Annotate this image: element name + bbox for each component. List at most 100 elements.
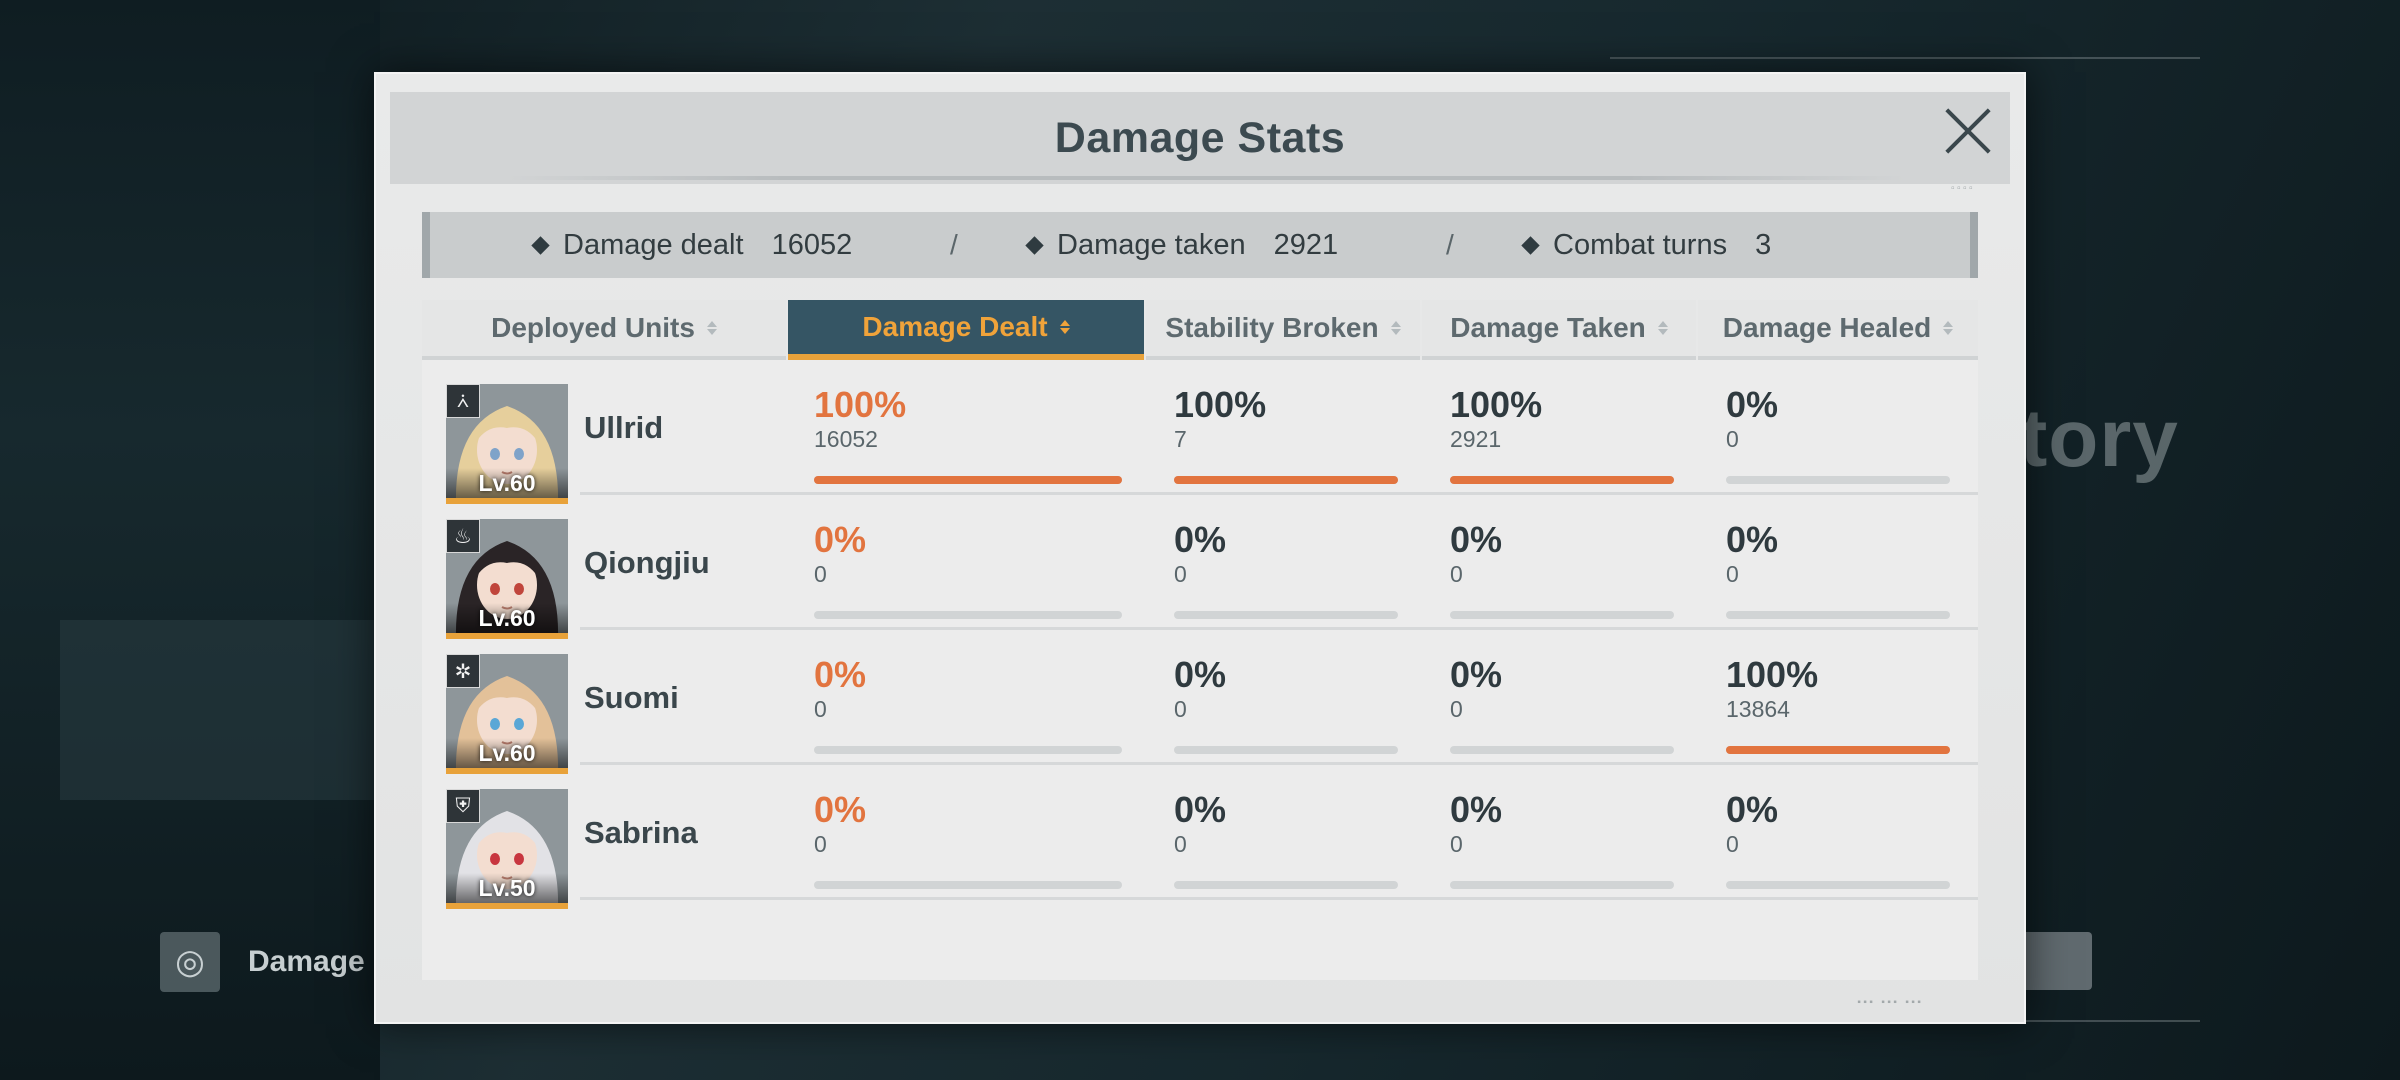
stat-percent: 0% [1174, 654, 1227, 695]
table-row: ✲ Lv.60 Suomi 0% 0 0% 0 0% 0 100% 13864 [422, 630, 1978, 774]
unit-portrait[interactable]: ♨ Lv.60 [446, 519, 568, 639]
stat-progress-bar [1726, 746, 1950, 754]
stat-value: 0 [1450, 561, 1463, 587]
stat-cell: 0% 0 [1450, 519, 1674, 619]
stat-cell: 0% 0 [814, 654, 1122, 754]
stat-percent: 100% [1726, 654, 1819, 695]
summary-separator: / [950, 229, 958, 260]
stat-percent: 0% [814, 789, 867, 830]
column-header-label: Deployed Units [491, 312, 695, 343]
stat-cell: 0% 0 [1450, 654, 1674, 754]
stat-percent: 0% [1450, 789, 1503, 830]
stat-percent: 0% [1726, 519, 1779, 560]
stat-progress-bar [1726, 611, 1950, 619]
sword-class-icon: ⩑ [446, 384, 480, 418]
stat-cell: 0% 0 [814, 789, 1122, 889]
stat-cell: 0% 0 [814, 519, 1122, 619]
summary-label: Damage taken [1057, 228, 1246, 261]
stat-progress-fill [1450, 476, 1674, 484]
stat-progress-bar [1174, 611, 1398, 619]
background-damage-button: ◎ Damage [160, 932, 380, 992]
stat-percent: 100% [1174, 384, 1267, 425]
background-victory-text: tory [2020, 393, 2179, 484]
decorative-tag: ▫▫▫▫ [1950, 184, 1975, 195]
stat-percent: 0% [1174, 789, 1227, 830]
stat-value: 16052 [814, 426, 878, 452]
stat-cell: 0% 0 [1174, 519, 1398, 619]
unit-portrait[interactable]: ⩑ Lv.60 [446, 384, 568, 504]
stat-progress-bar [1174, 746, 1398, 754]
stat-percent: 0% [814, 654, 867, 695]
stats-icon: ◎ [160, 932, 220, 992]
stat-cell: 100% 7 [1174, 384, 1398, 484]
sort-icon [1943, 321, 1954, 335]
unit-level: Lv.60 [446, 738, 568, 768]
row-divider [580, 492, 1978, 495]
stat-progress-bar [814, 746, 1122, 754]
column-header-deployed-units[interactable]: Deployed Units [422, 300, 786, 360]
sort-icon [1390, 321, 1401, 335]
stat-value: 0 [1174, 831, 1187, 857]
stat-progress-bar [814, 881, 1122, 889]
shield-class-icon: ⛨ [446, 789, 480, 823]
stat-cell: 100% 2921 [1450, 384, 1674, 484]
stat-cell: 100% 13864 [1726, 654, 1950, 754]
background-damage-label: Damage [248, 945, 365, 978]
column-header-damage-taken[interactable]: Damage Taken [1422, 300, 1696, 360]
summary-value: 3 [1755, 228, 1772, 261]
stat-progress-bar [814, 611, 1122, 619]
stat-percent: 0% [814, 519, 867, 560]
stat-value: 0 [1726, 561, 1739, 587]
stat-percent: 100% [1450, 384, 1543, 425]
stat-value: 7 [1174, 426, 1187, 452]
diamond-icon [1521, 235, 1540, 255]
stat-progress-fill [814, 476, 1122, 484]
row-divider [580, 897, 1978, 900]
stat-value: 0 [1726, 831, 1739, 857]
unit-portrait[interactable]: ✲ Lv.60 [446, 654, 568, 774]
unit-name: Ullrid [584, 410, 664, 445]
diamond-icon [1025, 235, 1044, 255]
unit-level: Lv.60 [446, 603, 568, 633]
column-header-damage-dealt[interactable]: Damage Dealt [788, 300, 1144, 360]
summary-damage-taken: Damage taken 2921 [1025, 212, 1339, 278]
close-button[interactable] [1934, 98, 2000, 164]
unit-level: Lv.60 [446, 468, 568, 498]
stat-percent: 100% [814, 384, 907, 425]
table-row: ♨ Lv.60 Qiongjiu 0% 0 0% 0 0% 0 0% 0 [422, 495, 1978, 639]
column-header-label: Stability Broken [1165, 312, 1379, 343]
table-row: ⛨ Lv.50 Sabrina 0% 0 0% 0 0% 0 0% 0 [422, 765, 1978, 909]
unit-name: Qiongjiu [584, 545, 710, 580]
stat-percent: 0% [1450, 519, 1503, 560]
sort-icon [1059, 320, 1070, 334]
stat-cell: 0% 0 [1450, 789, 1674, 889]
stat-progress-bar [1450, 611, 1674, 619]
stat-value: 0 [1174, 561, 1187, 587]
unit-name: Suomi [584, 680, 679, 715]
stat-cell: 0% 0 [1726, 789, 1950, 889]
stat-value: 0 [814, 561, 827, 587]
stat-progress-bar [1174, 881, 1398, 889]
sort-icon [1657, 321, 1668, 335]
unit-portrait[interactable]: ⛨ Lv.50 [446, 789, 568, 909]
stat-percent: 0% [1174, 519, 1227, 560]
dialog-title-bar: Damage Stats [390, 92, 2010, 184]
summary-value: 16052 [771, 228, 853, 261]
stat-cell: 0% 0 [1174, 789, 1398, 889]
column-header-damage-healed[interactable]: Damage Healed [1698, 300, 1978, 360]
table-header: Deployed Units Damage Dealt Stability Br… [422, 300, 1978, 360]
stat-value: 0 [1174, 696, 1187, 722]
stat-progress-bar [1450, 746, 1674, 754]
stat-value: 0 [1726, 426, 1739, 452]
stat-percent: 0% [1450, 654, 1503, 695]
damage-stats-dialog: Damage Stats Damage dealt 16052 / Damage… [374, 72, 2026, 1024]
stat-progress-bar [1726, 476, 1950, 484]
stat-value: 0 [814, 831, 827, 857]
column-header-label: Damage Dealt [862, 311, 1048, 342]
column-header-stability-broken[interactable]: Stability Broken [1146, 300, 1420, 360]
dialog-title: Damage Stats [1054, 113, 1346, 162]
stat-value: 13864 [1726, 696, 1790, 722]
summary-value: 2921 [1273, 228, 1339, 261]
summary-separator: / [1446, 229, 1454, 260]
decorative-tag: ▪▪▪ ▪▪▪ ▪▪▪ [1856, 998, 1923, 1009]
